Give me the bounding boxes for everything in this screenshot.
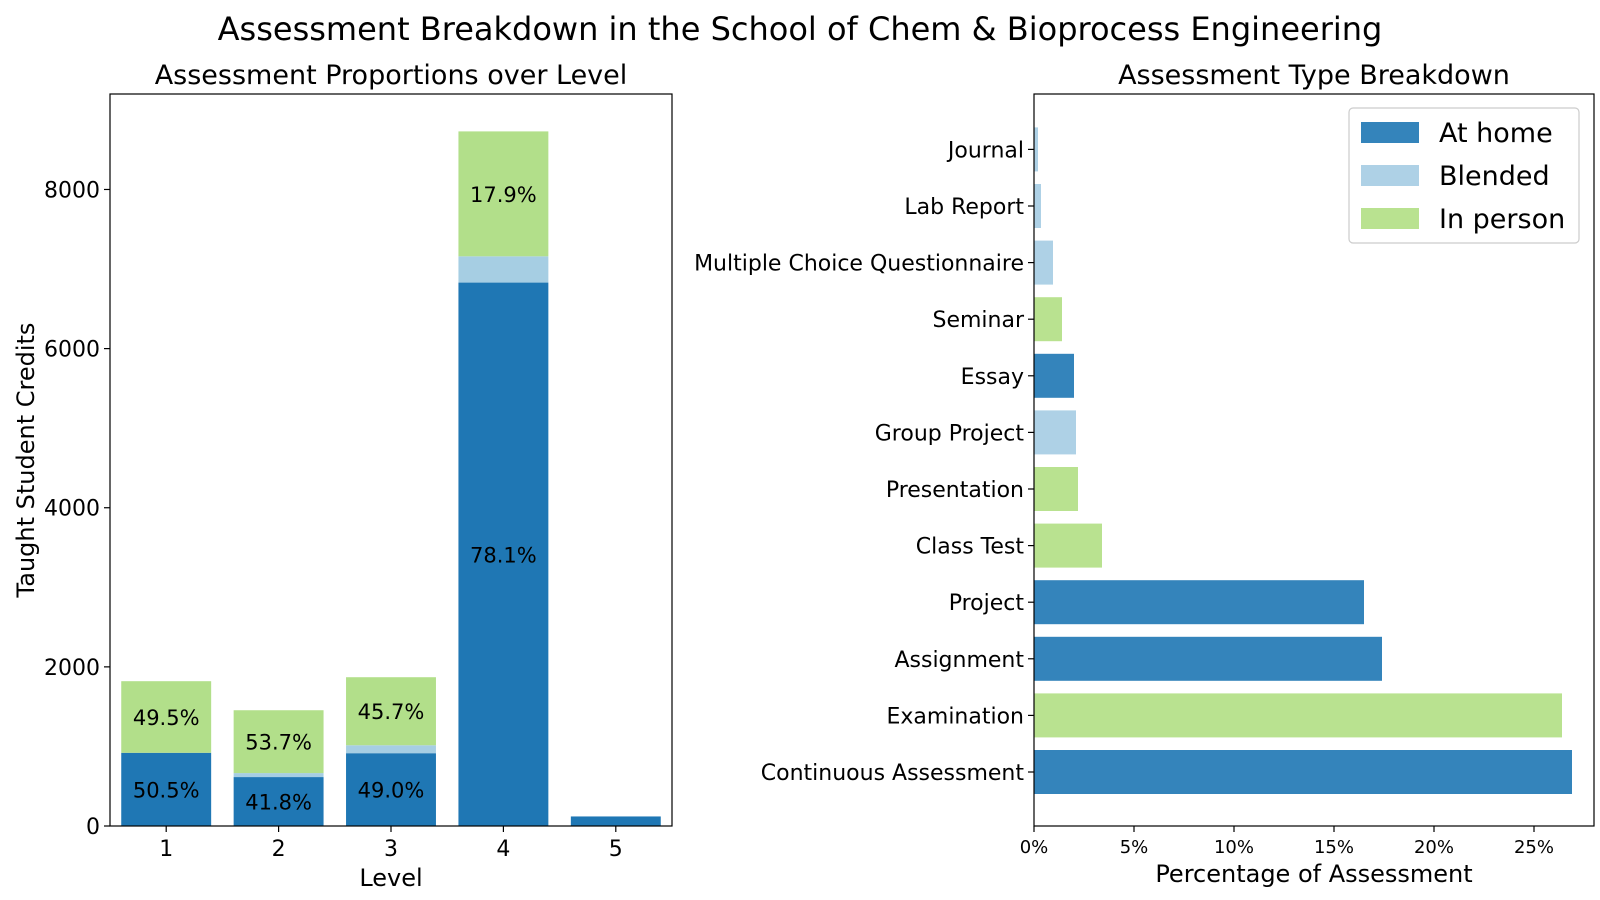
bar-level-1-in-person [121, 681, 212, 753]
x-tick-label: 15% [1314, 837, 1354, 858]
left-plot-frame [109, 93, 673, 827]
y-tick-label: Presentation [886, 478, 1024, 503]
data-label: 49.0% [358, 779, 425, 803]
bar-lab-report [1034, 184, 1041, 228]
y-tick-label: 6000 [44, 338, 100, 363]
bar-journal [1034, 127, 1038, 172]
x-tick-label: 0% [1020, 837, 1049, 858]
y-tick-label: Examination [886, 704, 1024, 729]
y-tick-label: Project [949, 591, 1025, 616]
data-label: 45.7% [358, 700, 425, 724]
y-tick-label: 2000 [44, 656, 100, 681]
legend-swatch-blended [1361, 165, 1419, 186]
right-plot-frame [1033, 93, 1595, 827]
x-tick-label: 25% [1514, 837, 1554, 858]
bar-level-3-at-home [346, 753, 436, 826]
bar-level-4-in-person [458, 131, 549, 257]
x-tick-label: 3 [384, 837, 398, 862]
data-label: 53.7% [245, 731, 312, 755]
x-tick-label: 5 [609, 837, 623, 862]
data-label: 50.5% [133, 778, 200, 802]
bar-level-3-blended [346, 745, 436, 754]
bar-level-2-in-person [233, 710, 324, 774]
bar-group-project [1034, 410, 1076, 455]
y-tick-label: Multiple Choice Questionnaire [694, 252, 1024, 277]
data-label: 17.9% [470, 183, 537, 207]
legend-label: In person [1439, 204, 1565, 235]
bar-level-2-at-home [233, 777, 324, 826]
x-axis-label: Level [359, 864, 422, 892]
bar-assignment [1034, 636, 1382, 681]
legend-label: At home [1439, 118, 1553, 149]
x-tick-label: 10% [1214, 837, 1254, 858]
y-tick-label: Journal [946, 138, 1024, 163]
legend-swatch-at-home [1361, 122, 1419, 143]
legend-label: Blended [1439, 161, 1550, 192]
bar-level-4-at-home [458, 282, 549, 826]
bar-examination [1034, 693, 1562, 738]
data-label: 49.5% [133, 706, 200, 730]
y-tick-label: 8000 [44, 178, 100, 203]
bar-essay [1034, 353, 1074, 398]
bar-level-1-at-home [121, 752, 212, 826]
data-label: 78.1% [470, 543, 537, 567]
x-tick-label: 5% [1120, 837, 1149, 858]
y-tick-label: Seminar [932, 308, 1024, 333]
y-tick-label: Lab Report [904, 195, 1024, 220]
bar-seminar [1034, 297, 1062, 342]
legend-swatch-in-person [1361, 208, 1419, 229]
y-tick-label: Essay [961, 365, 1024, 390]
x-tick-label: 4 [496, 837, 510, 862]
bar-continuous-assessment [1034, 750, 1572, 794]
x-axis-label: Percentage of Assessment [1155, 860, 1472, 888]
right-chart-title: Assessment Type Breakdown [1118, 60, 1510, 91]
y-axis-label: Taught Student Credits [12, 323, 40, 599]
x-tick-label: 1 [159, 837, 173, 862]
data-label: 41.8% [245, 791, 312, 815]
bar-level-3-in-person [346, 677, 436, 746]
bar-project [1034, 580, 1364, 625]
bar-level-4-blended [458, 256, 549, 283]
bar-multiple-choice-questionnaire [1034, 240, 1053, 285]
bar-level-2-blended [233, 773, 324, 778]
bar-class-test [1034, 523, 1102, 568]
left-chart-title: Assessment Proportions over Level [155, 60, 628, 91]
bar-level-5-at-home [570, 816, 661, 826]
bar-presentation [1034, 467, 1078, 511]
x-tick-label: 2 [272, 837, 286, 862]
y-tick-label: Assignment [894, 648, 1024, 673]
y-tick-label: 0 [86, 815, 100, 840]
x-tick-label: 20% [1414, 837, 1454, 858]
y-tick-label: Continuous Assessment [761, 761, 1025, 786]
y-tick-label: Class Test [916, 535, 1025, 560]
y-tick-label: Group Project [875, 421, 1025, 446]
y-tick-label: 4000 [44, 497, 100, 522]
figure-title: Assessment Breakdown in the School of Ch… [217, 10, 1383, 48]
